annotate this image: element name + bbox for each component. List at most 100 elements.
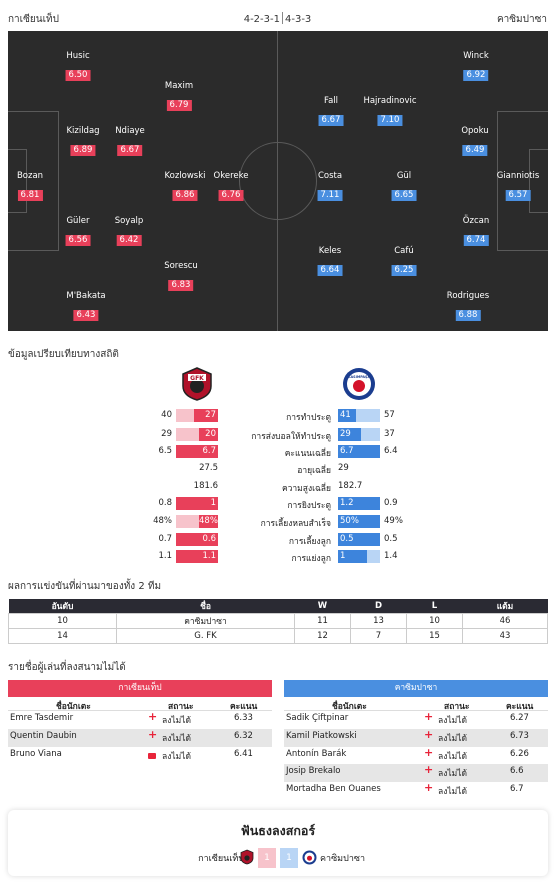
list-item[interactable]: Antonín Barák + ลงไม่ได้ 6.26 [284, 746, 548, 765]
home-absent-columns: ชื่อนักเตะ สถานะ คะแนน [8, 697, 272, 712]
list-item[interactable]: Quentin Daubin + ลงไม่ได้ 6.32 [8, 728, 272, 747]
prediction-title: ฟันธงลงสกอร์ [240, 823, 316, 838]
stat-away-bar: 41 [338, 409, 380, 422]
stat-label: คะแนนเฉลี่ย [284, 449, 331, 459]
stat-home-total: 1.1 [158, 551, 172, 561]
home-team-name: กาเซียนเท็ป [8, 14, 59, 25]
stat-away-bar-fill: 0.5 [338, 533, 380, 546]
player-home-6[interactable]: Soyalp 6.42 [114, 216, 144, 246]
player-home-5[interactable]: Ndiaye 6.67 [115, 126, 145, 156]
stat-home-bar: 0.6 [176, 533, 218, 546]
prediction-away-team: คาซิมปาซา [320, 854, 366, 864]
stat-away-bar: 50% [338, 515, 380, 528]
col-d: D [350, 599, 407, 614]
player-home-3[interactable]: Güler 6.56 [65, 216, 91, 246]
absent-player-score: 6.7 [510, 784, 524, 795]
cell: 14 [8, 628, 117, 644]
absent-player-score: 6.32 [234, 730, 253, 741]
table-row[interactable]: 10 คาซิมปาซา 11 13 10 46 [8, 613, 548, 629]
table-row[interactable]: 14 G. FK 12 7 15 43 [8, 628, 548, 644]
stat-home-bar: 48% [176, 515, 218, 528]
stat-label: การยิงประตู [287, 501, 331, 511]
stat-home-bar: 1.1 [176, 550, 218, 563]
player-home-4[interactable]: M'Bakata 6.43 [66, 291, 106, 321]
list-item[interactable]: Bruno Viana ลงไม่ได้ 6.41 [8, 747, 272, 765]
stat-row: 1.1 1.1 การแย่งลูก 1 1.4 [0, 550, 555, 564]
absent-player-name: Emre Tasdemir [10, 713, 74, 723]
home-absent-header: กาเซียนเท็ป [8, 680, 272, 697]
absent-player-name: Kamil Piatkowski [286, 730, 357, 741]
absent-player-name: Mortadha Ben Ouanes [286, 784, 381, 795]
list-item[interactable]: Sadik Çiftpinar + ลงไม่ได้ 6.27 [284, 710, 548, 729]
player-away-3[interactable]: Özcan 6.74 [462, 216, 490, 246]
player-away-8[interactable]: Fall 6.67 [318, 96, 344, 126]
player-home-10[interactable]: Okereke 6.76 [213, 171, 249, 201]
absent-player-status: ลงไม่ได้ [162, 751, 192, 762]
stat-away-bar: 0.5 [338, 533, 380, 546]
stat-away-bar-fill: 41 [338, 409, 356, 422]
home-logo-text: GFK [190, 375, 204, 382]
pitch: Bozan 6.81 Husic 6.50 Kizildag 6.89 Güler 6.… [8, 31, 548, 331]
absent-player-name: Antonín Barák [286, 748, 347, 759]
player-home-1[interactable]: Husic 6.50 [65, 51, 91, 81]
col-rank: อันดับ [8, 599, 117, 614]
absent-player-name: Josip Brekalo [286, 766, 341, 777]
stat-home-total: 181.6 [193, 481, 218, 491]
player-away-6[interactable]: Gül 6.65 [391, 171, 417, 201]
stat-label: การเลี้ยงลูก [288, 537, 331, 547]
stat-away-total: 37 [384, 429, 395, 439]
cell: G. FK [116, 628, 295, 644]
cell: 12 [294, 628, 351, 644]
stat-home-total: 27.5 [199, 463, 218, 473]
list-item[interactable]: Josip Brekalo + ลงไม่ได้ 6.6 [284, 763, 548, 783]
formations: 4-2-3-1 4-3-3 [0, 12, 555, 25]
list-item[interactable]: Mortadha Ben Ouanes + ลงไม่ได้ 6.7 [284, 781, 548, 800]
stat-away-total: 29 [338, 463, 349, 473]
list-item[interactable]: Emre Tasdemir + ลงไม่ได้ 6.33 [8, 710, 272, 729]
player-home-2[interactable]: Kizildag 6.89 [66, 126, 100, 156]
stat-home-bar-fill: 20 [199, 428, 218, 441]
col-score: คะแนน [230, 702, 258, 712]
player-away-7[interactable]: Cafú 6.25 [391, 246, 417, 276]
stat-home-total: 48% [153, 516, 172, 526]
stat-away-total: 0.5 [384, 534, 398, 544]
stat-away-total: 182.7 [338, 481, 363, 491]
stat-row: 181.6 ความสูงเฉลี่ย 182.7 [0, 480, 555, 494]
absent-player-status: ลงไม่ได้ [162, 716, 192, 726]
stat-away-bar-fill: 29 [338, 428, 361, 441]
list-item[interactable]: Kamil Piatkowski + ลงไม่ได้ 6.73 [284, 728, 548, 747]
stat-away-bar: 1 [338, 550, 380, 563]
stat-away-bar-fill: 1.2 [338, 497, 380, 510]
away-goal-box [529, 149, 548, 213]
player-home-8[interactable]: Kozlowski 6.86 [164, 171, 206, 201]
player-away-0[interactable]: Gianniotis 6.57 [496, 171, 540, 201]
absent-player-status: ลงไม่ได้ [438, 769, 468, 780]
prediction-away-score[interactable]: 1 [280, 848, 298, 868]
player-away-1[interactable]: Winck 6.92 [463, 51, 489, 81]
player-home-7[interactable]: Maxim 6.79 [164, 81, 194, 111]
stat-label: การส่งบอลให้ทำประตู [251, 432, 331, 442]
stat-away-total: 49% [384, 516, 403, 526]
stat-row: 48% 48% การเลี้ยงหลบสำเร็จ 50% 49% [0, 515, 555, 529]
away-absent-header: คาซิมปาซา [284, 680, 548, 697]
away-team-logo-icon: KASIMPAŞA [343, 368, 375, 400]
player-away-9[interactable]: Costa 7.11 [317, 171, 343, 201]
player-home-0[interactable]: Bozan 6.81 [16, 171, 44, 201]
col-l: L [406, 599, 463, 614]
comparison-title: ข้อมูลเปรียบเทียบทางสถิติ [8, 349, 119, 360]
player-away-5[interactable]: Hajradinovic 7.10 [363, 96, 417, 126]
stat-row: 0.7 0.6 การเลี้ยงลูก 0.5 0.5 [0, 533, 555, 547]
player-away-4[interactable]: Rodrigues 6.88 [446, 291, 490, 321]
player-away-2[interactable]: Opoku 6.49 [461, 126, 489, 156]
stat-home-total: 40 [161, 410, 172, 420]
absent-player-score: 6.33 [234, 713, 253, 723]
cell: 7 [350, 628, 407, 644]
player-home-9[interactable]: Sorescu 6.83 [164, 261, 198, 291]
standings-header-row: อันดับ ชื่อ W D L แต้ม [8, 599, 548, 614]
player-away-10[interactable]: Keles 6.64 [317, 246, 343, 276]
prediction-home-score[interactable]: 1 [258, 848, 276, 868]
lineup-header: กาเซียนเท็ป 4-2-3-1 4-3-3 คาซิมปาซา [0, 0, 555, 32]
away-absent-list: Sadik Çiftpinar + ลงไม่ได้ 6.27 Kamil Piatko… [284, 710, 548, 800]
stat-label: การแย่งลูก [291, 554, 331, 564]
cell: 15 [406, 628, 463, 644]
